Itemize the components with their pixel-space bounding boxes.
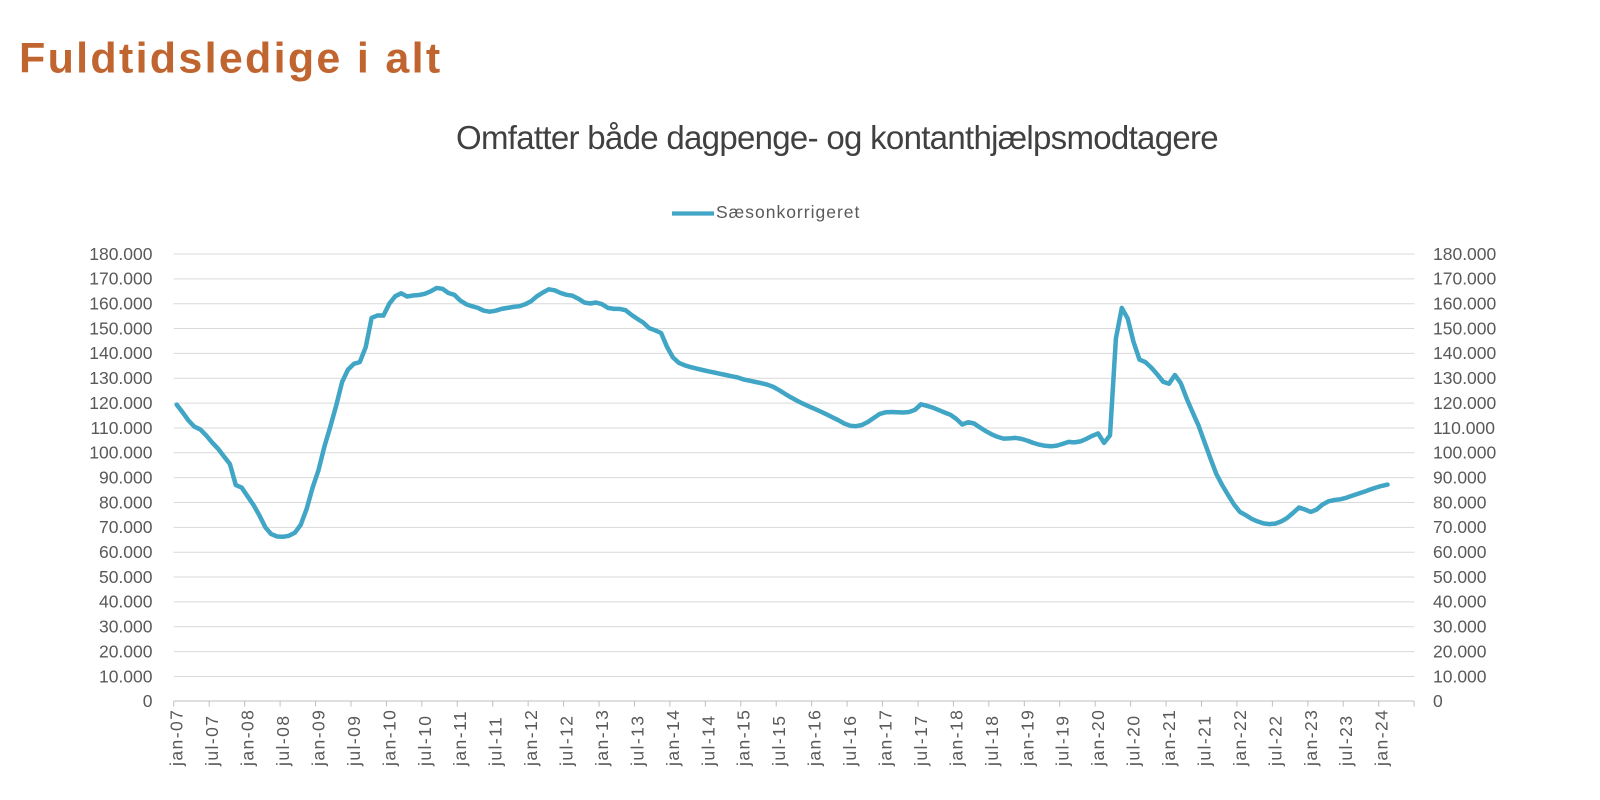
- svg-text:180.000: 180.000: [1433, 244, 1497, 264]
- svg-text:jul-11: jul-11: [486, 716, 506, 767]
- svg-text:60.000: 60.000: [1433, 542, 1487, 562]
- svg-text:jan-07: jan-07: [167, 709, 187, 767]
- svg-text:jul-16: jul-16: [840, 714, 860, 767]
- svg-text:jan-09: jan-09: [308, 709, 328, 767]
- svg-text:jan-22: jan-22: [1230, 709, 1250, 767]
- svg-text:130.000: 130.000: [1433, 368, 1497, 388]
- svg-text:jul-14: jul-14: [698, 714, 718, 767]
- svg-text:jan-11: jan-11: [450, 710, 470, 767]
- svg-text:jan-16: jan-16: [805, 709, 825, 767]
- svg-text:50.000: 50.000: [99, 567, 153, 587]
- svg-text:90.000: 90.000: [99, 467, 153, 487]
- svg-text:80.000: 80.000: [99, 492, 153, 512]
- svg-text:jan-24: jan-24: [1372, 709, 1392, 767]
- svg-text:jul-07: jul-07: [202, 714, 222, 767]
- svg-text:40.000: 40.000: [1433, 592, 1487, 612]
- svg-text:140.000: 140.000: [89, 343, 153, 363]
- svg-text:jul-09: jul-09: [344, 714, 364, 767]
- svg-text:40.000: 40.000: [99, 592, 153, 612]
- svg-text:90.000: 90.000: [1433, 467, 1487, 487]
- svg-text:20.000: 20.000: [99, 641, 153, 661]
- svg-text:50.000: 50.000: [1433, 567, 1487, 587]
- svg-text:Omfatter både dagpenge- og kon: Omfatter både dagpenge- og kontanthjælps…: [456, 119, 1218, 156]
- svg-text:jan-13: jan-13: [592, 709, 612, 767]
- svg-text:150.000: 150.000: [89, 318, 153, 338]
- svg-text:10.000: 10.000: [99, 666, 153, 686]
- svg-text:0: 0: [1433, 691, 1443, 711]
- svg-text:jan-15: jan-15: [734, 709, 754, 767]
- svg-text:jul-10: jul-10: [415, 714, 435, 767]
- svg-text:170.000: 170.000: [1433, 269, 1497, 289]
- svg-text:jul-19: jul-19: [1053, 714, 1073, 767]
- svg-text:Sæsonkorrigeret: Sæsonkorrigeret: [716, 202, 860, 222]
- svg-text:jan-18: jan-18: [946, 709, 966, 767]
- svg-text:80.000: 80.000: [1433, 492, 1487, 512]
- svg-text:120.000: 120.000: [1433, 393, 1497, 413]
- svg-text:110.000: 110.000: [91, 418, 153, 438]
- svg-text:jul-22: jul-22: [1265, 714, 1285, 767]
- svg-text:110.000: 110.000: [1433, 418, 1495, 438]
- svg-text:jan-10: jan-10: [379, 709, 399, 767]
- svg-text:jan-17: jan-17: [876, 709, 896, 767]
- svg-text:jan-23: jan-23: [1301, 709, 1321, 767]
- svg-text:100.000: 100.000: [1433, 443, 1497, 463]
- svg-text:60.000: 60.000: [99, 542, 153, 562]
- svg-text:jan-21: jan-21: [1159, 709, 1179, 767]
- svg-text:30.000: 30.000: [1433, 617, 1487, 637]
- svg-text:160.000: 160.000: [1433, 294, 1497, 314]
- svg-text:170.000: 170.000: [89, 269, 153, 289]
- svg-text:jan-20: jan-20: [1088, 709, 1108, 767]
- svg-text:jul-13: jul-13: [627, 714, 647, 767]
- svg-text:jul-12: jul-12: [557, 714, 577, 767]
- svg-text:jul-23: jul-23: [1336, 714, 1356, 767]
- svg-text:70.000: 70.000: [99, 517, 153, 537]
- svg-text:jan-12: jan-12: [521, 709, 541, 767]
- svg-text:20.000: 20.000: [1433, 641, 1487, 661]
- svg-text:jul-21: jul-21: [1194, 714, 1214, 767]
- svg-text:jul-17: jul-17: [911, 714, 931, 767]
- svg-text:10.000: 10.000: [1433, 666, 1487, 686]
- svg-text:jul-15: jul-15: [769, 714, 789, 767]
- svg-text:180.000: 180.000: [89, 244, 153, 264]
- svg-text:jan-14: jan-14: [663, 709, 683, 767]
- svg-text:jan-08: jan-08: [238, 709, 258, 767]
- svg-text:150.000: 150.000: [1433, 318, 1497, 338]
- svg-text:130.000: 130.000: [89, 368, 153, 388]
- svg-text:140.000: 140.000: [1433, 343, 1497, 363]
- svg-text:160.000: 160.000: [89, 294, 153, 314]
- svg-text:jul-18: jul-18: [982, 714, 1002, 767]
- svg-text:0: 0: [143, 691, 153, 711]
- svg-text:30.000: 30.000: [99, 617, 153, 637]
- svg-text:Fuldtidsledige i alt: Fuldtidsledige i alt: [19, 35, 442, 83]
- svg-text:jul-08: jul-08: [273, 714, 293, 767]
- svg-text:120.000: 120.000: [89, 393, 153, 413]
- svg-text:jul-20: jul-20: [1124, 714, 1144, 767]
- svg-text:jan-19: jan-19: [1017, 709, 1037, 767]
- svg-text:70.000: 70.000: [1433, 517, 1487, 537]
- svg-text:100.000: 100.000: [89, 443, 153, 463]
